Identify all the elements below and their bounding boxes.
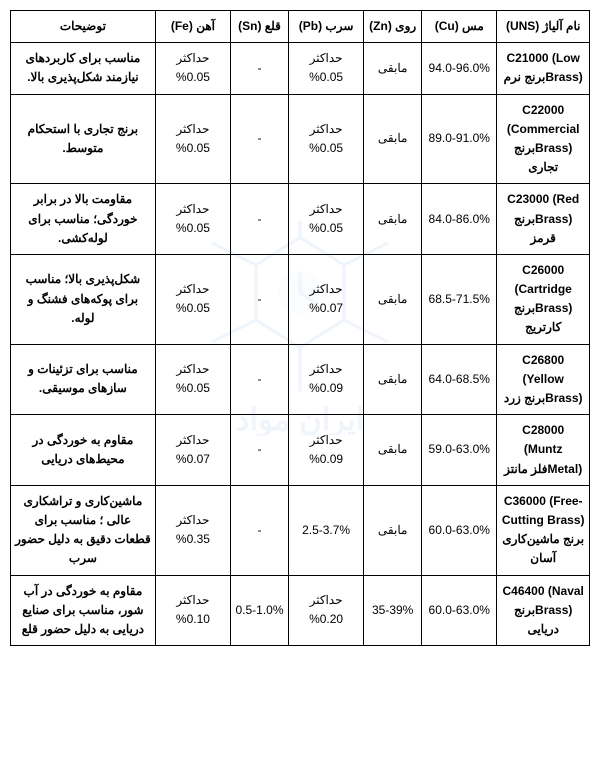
cell-desc: مقاوم به خوردگی در محیط‌های دریایی <box>11 415 156 486</box>
cell-name: C46400 (Naval Brass)برنج دریایی <box>497 575 590 646</box>
cell-pb: حداکثر 0.05% <box>288 43 363 94</box>
cell-zn: 35-39% <box>364 575 422 646</box>
cell-sn: - <box>231 254 289 344</box>
table-row: C36000 (Free-Cutting Brass) برنج ماشین‌ک… <box>11 485 590 575</box>
cell-fe: حداکثر 0.35% <box>155 485 230 575</box>
table-row: C22000 (Commercial Brass)برنج تجاری89.0-… <box>11 94 590 184</box>
cell-zn: مابقی <box>364 415 422 486</box>
cell-cu: 89.0-91.0% <box>422 94 497 184</box>
cell-cu: 64.0-68.5% <box>422 344 497 415</box>
cell-name: C28000 (Muntz Metal)فلز مانتز <box>497 415 590 486</box>
cell-fe: حداکثر 0.05% <box>155 43 230 94</box>
col-header-cu: مس (Cu) <box>422 11 497 43</box>
cell-zn: مابقی <box>364 94 422 184</box>
cell-desc: مناسب برای کاربردهای نیازمند شکل‌پذیری ب… <box>11 43 156 94</box>
cell-cu: 84.0-86.0% <box>422 184 497 255</box>
cell-cu: 60.0-63.0% <box>422 485 497 575</box>
cell-pb: حداکثر 0.09% <box>288 344 363 415</box>
cell-name: C26800 (Yellow Brass)برنج زرد <box>497 344 590 415</box>
cell-name: C23000 (Red Brass)برنج قرمز <box>497 184 590 255</box>
cell-pb: 2.5-3.7% <box>288 485 363 575</box>
cell-sn: - <box>231 485 289 575</box>
table-header-row: نام آلیاژ (UNS) مس (Cu) روی (Zn) سرب (Pb… <box>11 11 590 43</box>
col-header-desc: توضیحات <box>11 11 156 43</box>
cell-sn: 0.5-1.0% <box>231 575 289 646</box>
cell-pb: حداکثر 0.07% <box>288 254 363 344</box>
cell-name: C36000 (Free-Cutting Brass) برنج ماشین‌ک… <box>497 485 590 575</box>
cell-name: C22000 (Commercial Brass)برنج تجاری <box>497 94 590 184</box>
cell-desc: شکل‌پذیری بالا؛ مناسب برای پوکه‌های فشنگ… <box>11 254 156 344</box>
cell-zn: مابقی <box>364 485 422 575</box>
table-row: C28000 (Muntz Metal)فلز مانتز59.0-63.0%م… <box>11 415 590 486</box>
table-body: C21000 (Low Brass)برنج نرم94.0-96.0%مابق… <box>11 43 590 646</box>
cell-name: C21000 (Low Brass)برنج نرم <box>497 43 590 94</box>
cell-name: C26000 (Cartridge Brass)برنج کارتریج <box>497 254 590 344</box>
cell-fe: حداکثر 0.10% <box>155 575 230 646</box>
cell-sn: - <box>231 43 289 94</box>
table-row: C26800 (Yellow Brass)برنج زرد64.0-68.5%م… <box>11 344 590 415</box>
cell-pb: حداکثر 0.05% <box>288 184 363 255</box>
cell-desc: برنج تجاری با استحکام متوسط. <box>11 94 156 184</box>
cell-fe: حداکثر 0.05% <box>155 184 230 255</box>
cell-zn: مابقی <box>364 344 422 415</box>
table-row: C46400 (Naval Brass)برنج دریایی60.0-63.0… <box>11 575 590 646</box>
cell-pb: حداکثر 0.05% <box>288 94 363 184</box>
col-header-zn: روی (Zn) <box>364 11 422 43</box>
cell-fe: حداکثر 0.05% <box>155 344 230 415</box>
table-row: C26000 (Cartridge Brass)برنج کارتریج68.5… <box>11 254 590 344</box>
cell-desc: مناسب برای تزئینات و سازهای موسیقی. <box>11 344 156 415</box>
col-header-name: نام آلیاژ (UNS) <box>497 11 590 43</box>
col-header-sn: قلع (Sn) <box>231 11 289 43</box>
cell-cu: 68.5-71.5% <box>422 254 497 344</box>
cell-desc: ماشین‌کاری و تراشکاری عالی ؛ مناسب برای … <box>11 485 156 575</box>
cell-pb: حداکثر 0.09% <box>288 415 363 486</box>
cell-cu: 94.0-96.0% <box>422 43 497 94</box>
cell-sn: - <box>231 184 289 255</box>
cell-sn: - <box>231 415 289 486</box>
cell-zn: مابقی <box>364 43 422 94</box>
cell-cu: 60.0-63.0% <box>422 575 497 646</box>
cell-sn: - <box>231 344 289 415</box>
col-header-pb: سرب (Pb) <box>288 11 363 43</box>
cell-desc: مقاومت بالا در برابر خوردگی؛ مناسب برای … <box>11 184 156 255</box>
cell-sn: - <box>231 94 289 184</box>
cell-fe: حداکثر 0.07% <box>155 415 230 486</box>
cell-zn: مابقی <box>364 254 422 344</box>
table-row: C21000 (Low Brass)برنج نرم94.0-96.0%مابق… <box>11 43 590 94</box>
cell-fe: حداکثر 0.05% <box>155 254 230 344</box>
table-row: C23000 (Red Brass)برنج قرمز84.0-86.0%ماب… <box>11 184 590 255</box>
col-header-fe: آهن (Fe) <box>155 11 230 43</box>
cell-cu: 59.0-63.0% <box>422 415 497 486</box>
cell-pb: حداکثر 0.20% <box>288 575 363 646</box>
alloy-composition-table: نام آلیاژ (UNS) مس (Cu) روی (Zn) سرب (Pb… <box>10 10 590 646</box>
cell-zn: مابقی <box>364 184 422 255</box>
cell-fe: حداکثر 0.05% <box>155 94 230 184</box>
cell-desc: مقاوم به خوردگی در آب شور، مناسب برای صن… <box>11 575 156 646</box>
